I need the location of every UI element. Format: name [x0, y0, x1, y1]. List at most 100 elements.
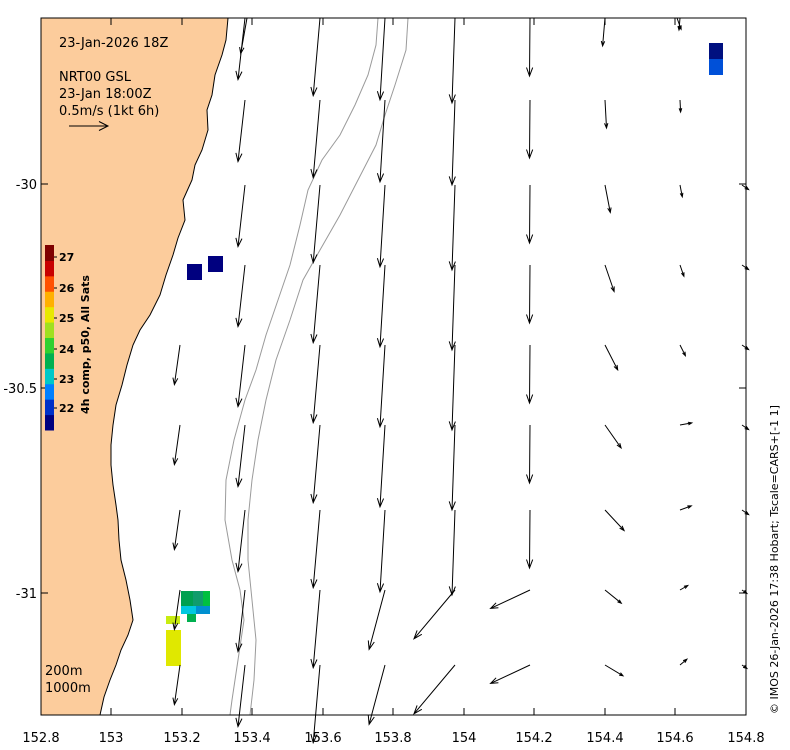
sst-pixel	[203, 591, 210, 606]
colorbar-segment	[45, 306, 54, 323]
current-vector-arrow	[741, 424, 750, 431]
current-vector-arrow	[235, 99, 246, 164]
current-vector-arrow	[239, 17, 248, 55]
current-vector-arrow	[679, 344, 687, 357]
sst-pixel	[181, 606, 196, 614]
legend-scale: 0.5m/s (1kt 6h)	[59, 104, 159, 119]
current-vector-arrow	[310, 17, 321, 98]
current-vector-arrow	[526, 264, 534, 325]
sst-pixel	[166, 630, 181, 666]
current-vector-arrow	[526, 424, 534, 485]
x-tick-label: 154.8	[727, 731, 764, 746]
colorbar-segment	[45, 291, 54, 308]
colorbar-segment	[45, 383, 54, 400]
current-vector-arrow	[172, 664, 181, 707]
current-vector-arrow	[741, 344, 750, 351]
x-tick-label: 154.4	[586, 731, 623, 746]
current-vector-arrow	[310, 664, 321, 745]
x-tick-label: 154	[452, 731, 477, 746]
colorbar-label: 4h comp, p50, All Sats	[79, 275, 92, 414]
colorbar-tick: 23	[59, 373, 74, 386]
current-vector-arrow	[676, 17, 682, 31]
y-axis-labels: -30 -30.5 -31	[3, 178, 37, 602]
current-vector-arrow	[526, 99, 534, 160]
current-vectors	[172, 17, 750, 745]
colorbar-tick: 25	[59, 312, 74, 325]
isobath-label-200m: 200m	[45, 664, 82, 679]
credit-text: © IMOS 26-Jan-2026 17:38 Hobart; Tscale=…	[768, 405, 781, 714]
current-vector-arrow	[448, 17, 456, 105]
current-vector-arrow	[679, 505, 693, 511]
x-tick-label: 152.8	[22, 731, 59, 746]
sst-pixel	[196, 606, 210, 614]
current-vector-arrow	[448, 264, 456, 352]
current-vector-arrow	[310, 184, 321, 265]
land-mass	[40, 17, 229, 716]
isobath-label-1000m: 1000m	[45, 681, 91, 696]
colorbar-segment	[45, 245, 54, 261]
current-vector-arrow	[376, 264, 386, 349]
current-vector-arrow	[310, 264, 321, 345]
current-vector-arrow	[310, 589, 321, 670]
current-vector-arrow	[367, 589, 386, 651]
current-vector-arrow	[235, 424, 246, 489]
current-vector-arrow	[448, 509, 456, 597]
current-vector-arrow	[376, 99, 386, 184]
current-vector-arrow	[235, 344, 246, 409]
colorbar-tick: 26	[59, 282, 75, 295]
current-vector-arrow	[679, 421, 694, 426]
current-vector-arrow	[448, 424, 456, 512]
colorbar-tick: 27	[59, 251, 74, 264]
current-vector-arrow	[679, 658, 689, 666]
colorbar-tick: 24	[59, 343, 75, 356]
current-vector-arrow	[448, 99, 456, 187]
current-vector-arrow	[526, 509, 534, 570]
isobath-200m	[224, 17, 379, 716]
current-vector-arrow	[604, 184, 612, 214]
y-tick-label: -30.5	[3, 382, 37, 397]
colorbar-segment	[45, 399, 54, 416]
current-vector-arrow	[679, 584, 690, 591]
current-vector-arrow	[604, 264, 615, 293]
current-vector-arrow	[679, 264, 685, 278]
colorbar-segment	[45, 337, 54, 354]
current-vector-arrow	[310, 509, 321, 590]
sst-pixel	[181, 591, 193, 606]
current-vector-arrow	[604, 509, 626, 532]
current-vector-arrow	[413, 589, 456, 640]
colorbar-segment	[45, 352, 54, 369]
scale-arrow-icon	[69, 121, 110, 131]
x-tick-label: 153.8	[374, 731, 411, 746]
current-vector-arrow	[741, 264, 750, 271]
current-vector-arrow	[489, 589, 531, 610]
colorbar-tick-labels: 27 26 25 24 23 22	[59, 251, 75, 415]
current-vector-arrow	[172, 344, 181, 387]
x-tick-label: 153	[99, 731, 124, 746]
sst-pixel	[709, 59, 723, 75]
current-vector-arrow	[741, 184, 750, 191]
legend-time: 23-Jan 18:00Z	[59, 87, 152, 102]
current-vector-arrow	[600, 17, 606, 48]
colorbar-segment	[45, 260, 54, 277]
colorbar	[45, 245, 57, 431]
current-vector-arrow	[604, 344, 619, 372]
current-vector-arrow	[376, 17, 386, 102]
current-vector-arrow	[310, 99, 321, 180]
colorbar-segment	[45, 322, 54, 338]
current-vector-arrow	[376, 184, 386, 269]
current-vector-arrow	[741, 509, 750, 516]
current-vector-arrow	[172, 589, 181, 632]
y-tick-label: -30	[16, 178, 37, 193]
current-vector-arrow	[310, 344, 321, 425]
current-vector-arrow	[604, 589, 623, 605]
current-vector-arrow	[235, 664, 246, 729]
current-vector-arrow	[235, 589, 246, 654]
current-vector-arrow	[526, 344, 534, 405]
current-vector-arrow	[604, 424, 622, 450]
map-title: 23-Jan-2026 18Z	[59, 36, 168, 51]
current-vector-arrow	[678, 99, 683, 114]
colorbar-segment	[45, 368, 54, 385]
x-tick-label: 154.6	[656, 731, 693, 746]
sst-pixel	[193, 591, 203, 606]
